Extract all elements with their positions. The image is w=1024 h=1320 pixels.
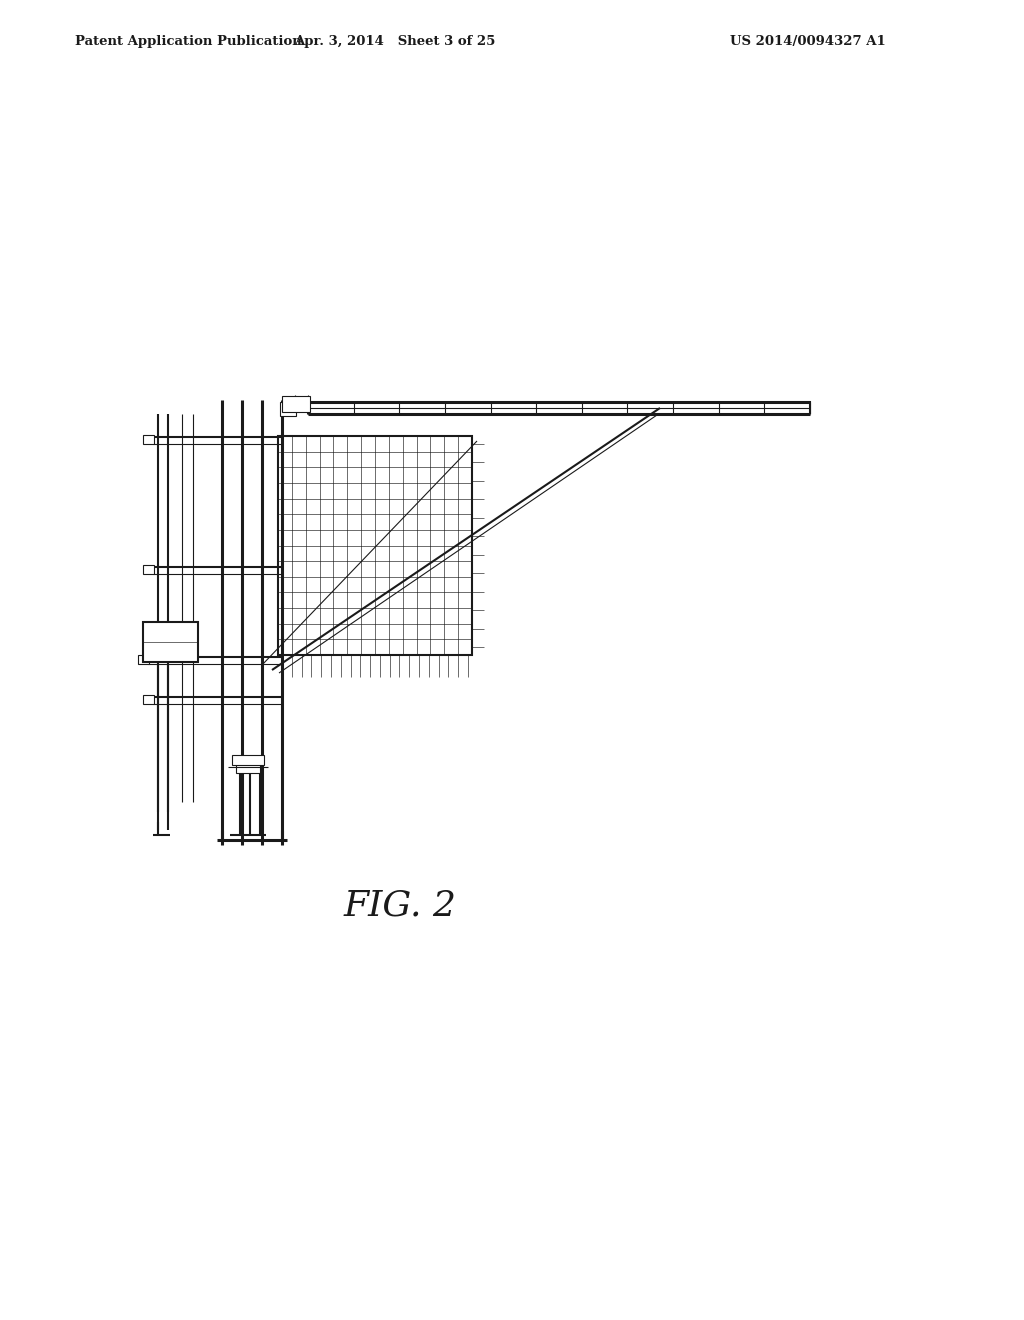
Text: Patent Application Publication: Patent Application Publication [75,36,302,49]
Bar [143,565,154,574]
Bar [236,762,260,774]
Text: Apr. 3, 2014   Sheet 3 of 25: Apr. 3, 2014 Sheet 3 of 25 [294,36,496,49]
Bar [143,696,154,704]
Bar [282,396,310,412]
Bar [280,403,296,416]
Bar [143,436,154,444]
Bar [278,436,472,655]
Text: US 2014/0094327 A1: US 2014/0094327 A1 [730,36,886,49]
Bar [138,655,150,664]
Bar [232,755,264,766]
Text: FIG. 2: FIG. 2 [343,888,457,921]
Bar [143,622,198,663]
